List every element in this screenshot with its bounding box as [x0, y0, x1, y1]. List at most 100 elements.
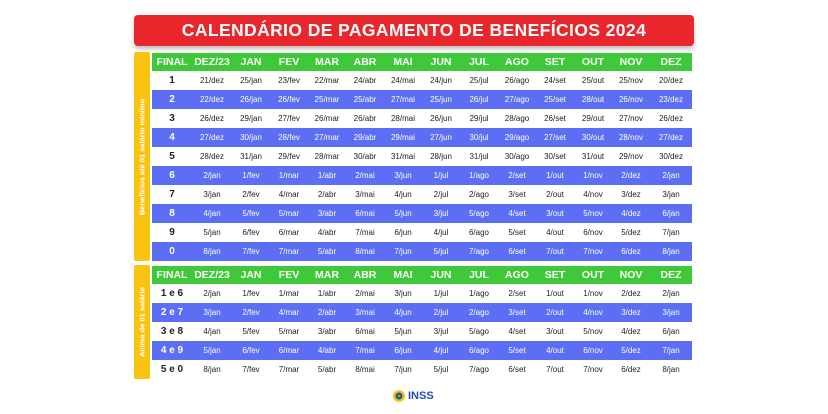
table-row: 9 5/jan 6/fev 6/mar 4/abr 7/mai 6/jun 4/jul 6/ag… — [152, 223, 692, 242]
column-header: DEZ/23 — [192, 53, 232, 71]
payment-date-cell: 26/dez — [192, 109, 232, 128]
payment-date-cell: 2/ago — [460, 185, 498, 204]
payment-date-cell: 3/out — [536, 322, 574, 341]
payment-date-cell: 2/jan — [192, 284, 232, 303]
payment-date-cell: 31/jul — [460, 147, 498, 166]
payment-date-cell: 4/mar — [270, 303, 308, 322]
payment-date-cell: 2/dez — [612, 166, 650, 185]
column-header: NOV — [612, 53, 650, 71]
payment-date-cell: 8/mai — [346, 360, 384, 379]
payment-date-cell: 1/ago — [460, 166, 498, 185]
final-digit-cell: 4 e 9 — [152, 341, 192, 360]
payment-date-cell: 3/out — [536, 204, 574, 223]
payment-date-cell: 4/abr — [308, 341, 346, 360]
payment-date-cell: 25/set — [536, 90, 574, 109]
payment-date-cell: 1/abr — [308, 284, 346, 303]
column-header: AGO — [498, 266, 536, 284]
payment-date-cell: 29/jul — [460, 109, 498, 128]
column-header: FEV — [270, 266, 308, 284]
payment-date-cell: 27/mai — [384, 90, 422, 109]
payment-date-cell: 2/jan — [650, 166, 692, 185]
payment-date-cell: 1/jul — [422, 284, 460, 303]
column-header: JAN — [232, 53, 270, 71]
payment-date-cell: 5/mar — [270, 204, 308, 223]
calendar-table-minimum: FINAL DEZ/23 JAN FEV MAR ABR MAI JUN JUL AGO SET OU… — [152, 53, 692, 261]
payment-date-cell: 6/mai — [346, 322, 384, 341]
payment-date-cell: 4/out — [536, 223, 574, 242]
column-header: NOV — [612, 266, 650, 284]
payment-date-cell: 5/set — [498, 223, 536, 242]
payment-date-cell: 29/abr — [346, 128, 384, 147]
payment-date-cell: 7/fev — [232, 360, 270, 379]
payment-date-cell: 1/out — [536, 284, 574, 303]
payment-date-cell: 6/fev — [232, 223, 270, 242]
table-row: 4 27/dez 30/jan 28/fev 27/mar 29/abr 29/mai 27/… — [152, 128, 692, 147]
final-digit-cell: 7 — [152, 185, 192, 204]
payment-date-cell: 5/ago — [460, 204, 498, 223]
payment-date-cell: 5/nov — [574, 322, 612, 341]
payment-date-cell: 25/mar — [308, 90, 346, 109]
column-header: SET — [536, 266, 574, 284]
column-header: SET — [536, 53, 574, 71]
column-header: DEZ/23 — [192, 266, 232, 284]
final-digit-cell: 3 — [152, 109, 192, 128]
payment-date-cell: 5/mar — [270, 322, 308, 341]
payment-date-cell: 4/nov — [574, 185, 612, 204]
payment-date-cell: 4/abr — [308, 223, 346, 242]
payment-date-cell: 23/fev — [270, 71, 308, 90]
payment-date-cell: 28/jun — [422, 147, 460, 166]
payment-date-cell: 7/mai — [346, 223, 384, 242]
payment-date-cell: 30/ago — [498, 147, 536, 166]
payment-date-cell: 29/mai — [384, 128, 422, 147]
payment-date-cell: 22/mar — [308, 71, 346, 90]
payment-date-cell: 1/jul — [422, 166, 460, 185]
payment-date-cell: 8/jan — [192, 242, 232, 261]
payment-date-cell: 2/mai — [346, 166, 384, 185]
column-header: ABR — [346, 266, 384, 284]
final-digit-cell: 2 e 7 — [152, 303, 192, 322]
payment-date-cell: 25/out — [574, 71, 612, 90]
payment-date-cell: 26/ago — [498, 71, 536, 90]
payment-date-cell: 1/nov — [574, 284, 612, 303]
payment-date-cell: 4/set — [498, 322, 536, 341]
payment-date-cell: 6/mar — [270, 223, 308, 242]
final-digit-cell: 5 — [152, 147, 192, 166]
payment-date-cell: 30/abr — [346, 147, 384, 166]
payment-date-cell: 6/ago — [460, 223, 498, 242]
payment-date-cell: 3/jul — [422, 204, 460, 223]
payment-date-cell: 2/jul — [422, 303, 460, 322]
payment-date-cell: 7/nov — [574, 360, 612, 379]
table-row: 8 4/jan 5/fev 5/mar 3/abr 6/mai 5/jun 3/jul 5/ag… — [152, 204, 692, 223]
payment-date-cell: 3/jan — [192, 185, 232, 204]
side-label-text: Benefícios até 01 salário mínimo — [137, 98, 147, 215]
payment-date-cell: 28/ago — [498, 109, 536, 128]
column-header: JUN — [422, 266, 460, 284]
payment-date-cell: 2/dez — [612, 284, 650, 303]
payment-date-cell: 2/set — [498, 284, 536, 303]
payment-date-cell: 5/jun — [384, 322, 422, 341]
table-row: 7 3/jan 2/fev 4/mar 2/abr 3/mai 4/jun 2/jul 2/ag… — [152, 185, 692, 204]
column-header: DEZ — [650, 266, 692, 284]
table-header-row: FINAL DEZ/23 JAN FEV MAR ABR MAI JUN JUL AGO SET OU… — [152, 53, 692, 71]
payment-date-cell: 7/fev — [232, 242, 270, 261]
payment-date-cell: 5/abr — [308, 360, 346, 379]
table-row: 4 e 9 5/jan 6/fev 6/mar 4/abr 7/mai 6/jun 4/jul… — [152, 341, 692, 360]
payment-date-cell: 24/set — [536, 71, 574, 90]
payment-date-cell: 4/dez — [612, 204, 650, 223]
column-header: OUT — [574, 53, 612, 71]
payment-date-cell: 31/mai — [384, 147, 422, 166]
payment-date-cell: 3/set — [498, 303, 536, 322]
payment-date-cell: 1/mar — [270, 166, 308, 185]
final-digit-cell: 9 — [152, 223, 192, 242]
payment-date-cell: 29/out — [574, 109, 612, 128]
payment-date-cell: 3/jul — [422, 322, 460, 341]
payment-date-cell: 1/nov — [574, 166, 612, 185]
column-header: MAR — [308, 53, 346, 71]
payment-date-cell: 7/ago — [460, 360, 498, 379]
payment-date-cell: 6/set — [498, 360, 536, 379]
payment-date-cell: 3/jun — [384, 284, 422, 303]
payment-date-cell: 26/jun — [422, 109, 460, 128]
payment-date-cell: 7/mai — [346, 341, 384, 360]
payment-date-cell: 31/out — [574, 147, 612, 166]
payment-date-cell: 5/set — [498, 341, 536, 360]
